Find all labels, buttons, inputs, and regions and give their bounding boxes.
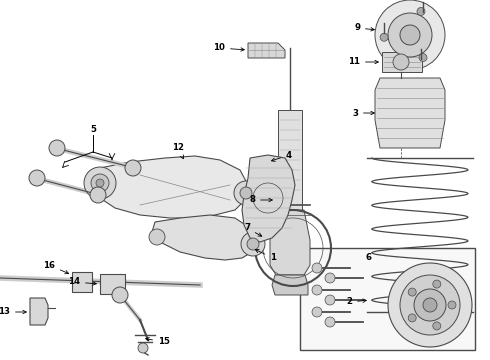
Text: 5: 5 xyxy=(90,126,96,135)
Bar xyxy=(382,52,422,72)
Circle shape xyxy=(325,317,335,327)
Circle shape xyxy=(325,295,335,305)
Circle shape xyxy=(433,280,441,288)
Polygon shape xyxy=(248,43,285,58)
Circle shape xyxy=(414,289,446,321)
Circle shape xyxy=(312,285,322,295)
Circle shape xyxy=(423,298,437,312)
Text: 11: 11 xyxy=(348,58,378,67)
Polygon shape xyxy=(270,210,310,275)
Circle shape xyxy=(400,275,460,335)
Circle shape xyxy=(84,167,116,199)
Circle shape xyxy=(149,229,165,245)
Circle shape xyxy=(312,263,322,273)
Circle shape xyxy=(240,187,252,199)
Text: 12: 12 xyxy=(172,144,184,159)
Bar xyxy=(300,248,475,350)
Circle shape xyxy=(312,307,322,317)
Bar xyxy=(72,272,92,292)
Circle shape xyxy=(417,8,425,15)
Circle shape xyxy=(400,25,420,45)
Polygon shape xyxy=(93,156,248,218)
Polygon shape xyxy=(375,78,445,148)
Circle shape xyxy=(247,238,259,250)
Circle shape xyxy=(393,54,409,70)
Circle shape xyxy=(388,263,472,347)
Circle shape xyxy=(112,287,128,303)
Text: 1: 1 xyxy=(255,249,276,262)
Circle shape xyxy=(388,13,432,57)
Polygon shape xyxy=(242,155,295,242)
Circle shape xyxy=(408,288,416,296)
Circle shape xyxy=(138,343,148,353)
Circle shape xyxy=(49,140,65,156)
Text: 6: 6 xyxy=(365,253,371,262)
Circle shape xyxy=(325,273,335,283)
Text: 3: 3 xyxy=(352,108,374,117)
Circle shape xyxy=(433,322,441,330)
Polygon shape xyxy=(272,275,308,295)
Text: 7: 7 xyxy=(244,224,262,236)
Circle shape xyxy=(96,179,104,187)
Text: 14: 14 xyxy=(68,278,97,287)
Text: 8: 8 xyxy=(249,195,272,204)
Circle shape xyxy=(408,314,416,322)
Text: 10: 10 xyxy=(213,44,245,53)
Text: 13: 13 xyxy=(0,307,26,316)
Bar xyxy=(100,274,125,294)
Text: 16: 16 xyxy=(43,261,69,274)
Circle shape xyxy=(125,160,141,176)
Circle shape xyxy=(29,170,45,186)
Polygon shape xyxy=(30,298,48,325)
Circle shape xyxy=(241,232,265,256)
Circle shape xyxy=(90,187,106,203)
Circle shape xyxy=(91,174,109,192)
Bar xyxy=(278,110,302,210)
Circle shape xyxy=(380,33,388,41)
Text: 9: 9 xyxy=(354,23,374,32)
Circle shape xyxy=(375,0,445,70)
Text: 4: 4 xyxy=(271,150,292,161)
Circle shape xyxy=(448,301,456,309)
Text: 2: 2 xyxy=(346,297,367,306)
Circle shape xyxy=(234,181,258,205)
Circle shape xyxy=(419,54,427,62)
Text: 15: 15 xyxy=(146,338,170,346)
Polygon shape xyxy=(152,215,255,260)
